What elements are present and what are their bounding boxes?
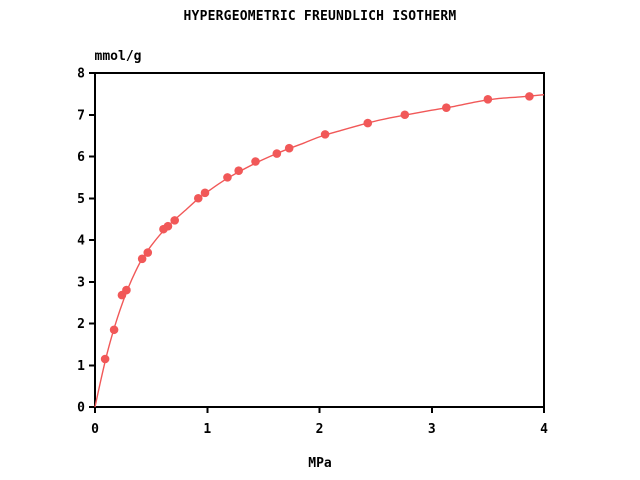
- data-point-marker: [200, 188, 210, 198]
- y-axis-ticks: 0 1 2 3 4 5 6 7 8: [77, 67, 95, 416]
- data-point-marker: [223, 173, 232, 182]
- data-point-marker: [109, 325, 119, 335]
- data-point-marker: [363, 118, 373, 128]
- data-point-marker: [193, 193, 203, 203]
- data-point-marker: [272, 149, 282, 158]
- fitted-isotherm-curve: [94, 94, 545, 408]
- y-tick-label: 3: [77, 275, 85, 290]
- x-tick-label: 3: [428, 422, 436, 437]
- data-point-marker: [400, 110, 410, 120]
- data-point-marker: [442, 103, 451, 112]
- x-tick-label: 4: [540, 422, 548, 437]
- x-axis-unit-label: MPa: [308, 456, 332, 471]
- data-point-marker: [251, 157, 260, 166]
- data-point-marker: [122, 285, 131, 295]
- x-axis-ticks: 0 1 2 3 4: [91, 407, 548, 437]
- y-tick-label: 6: [77, 150, 85, 165]
- y-axis-unit-label: mmol/g: [95, 49, 142, 64]
- data-point-marker: [483, 95, 493, 104]
- x-tick-label: 0: [91, 422, 99, 437]
- y-tick-label: 4: [77, 234, 85, 249]
- fit-curve-layer: [94, 94, 545, 408]
- data-point-marker: [525, 92, 534, 101]
- data-points-layer: [100, 92, 534, 364]
- data-point-marker: [137, 254, 147, 264]
- data-point-marker: [100, 354, 110, 364]
- plot-frame: [94, 72, 545, 408]
- y-tick-label: 0: [77, 401, 85, 416]
- x-tick-label: 1: [203, 422, 211, 437]
- data-point-marker: [234, 166, 243, 175]
- y-tick-label: 7: [77, 108, 85, 123]
- data-point-marker: [163, 221, 173, 231]
- y-tick-label: 8: [77, 67, 85, 82]
- y-tick-label: 1: [77, 359, 85, 374]
- data-point-marker: [143, 248, 153, 257]
- x-tick-label: 2: [316, 422, 324, 437]
- y-tick-label: 2: [77, 317, 85, 332]
- y-tick-label: 5: [77, 192, 85, 207]
- chart-title: HYPERGEOMETRIC FREUNDLICH ISOTHERM: [184, 9, 457, 24]
- data-point-marker: [284, 143, 294, 153]
- data-point-marker: [320, 130, 330, 139]
- data-point-marker: [170, 216, 179, 225]
